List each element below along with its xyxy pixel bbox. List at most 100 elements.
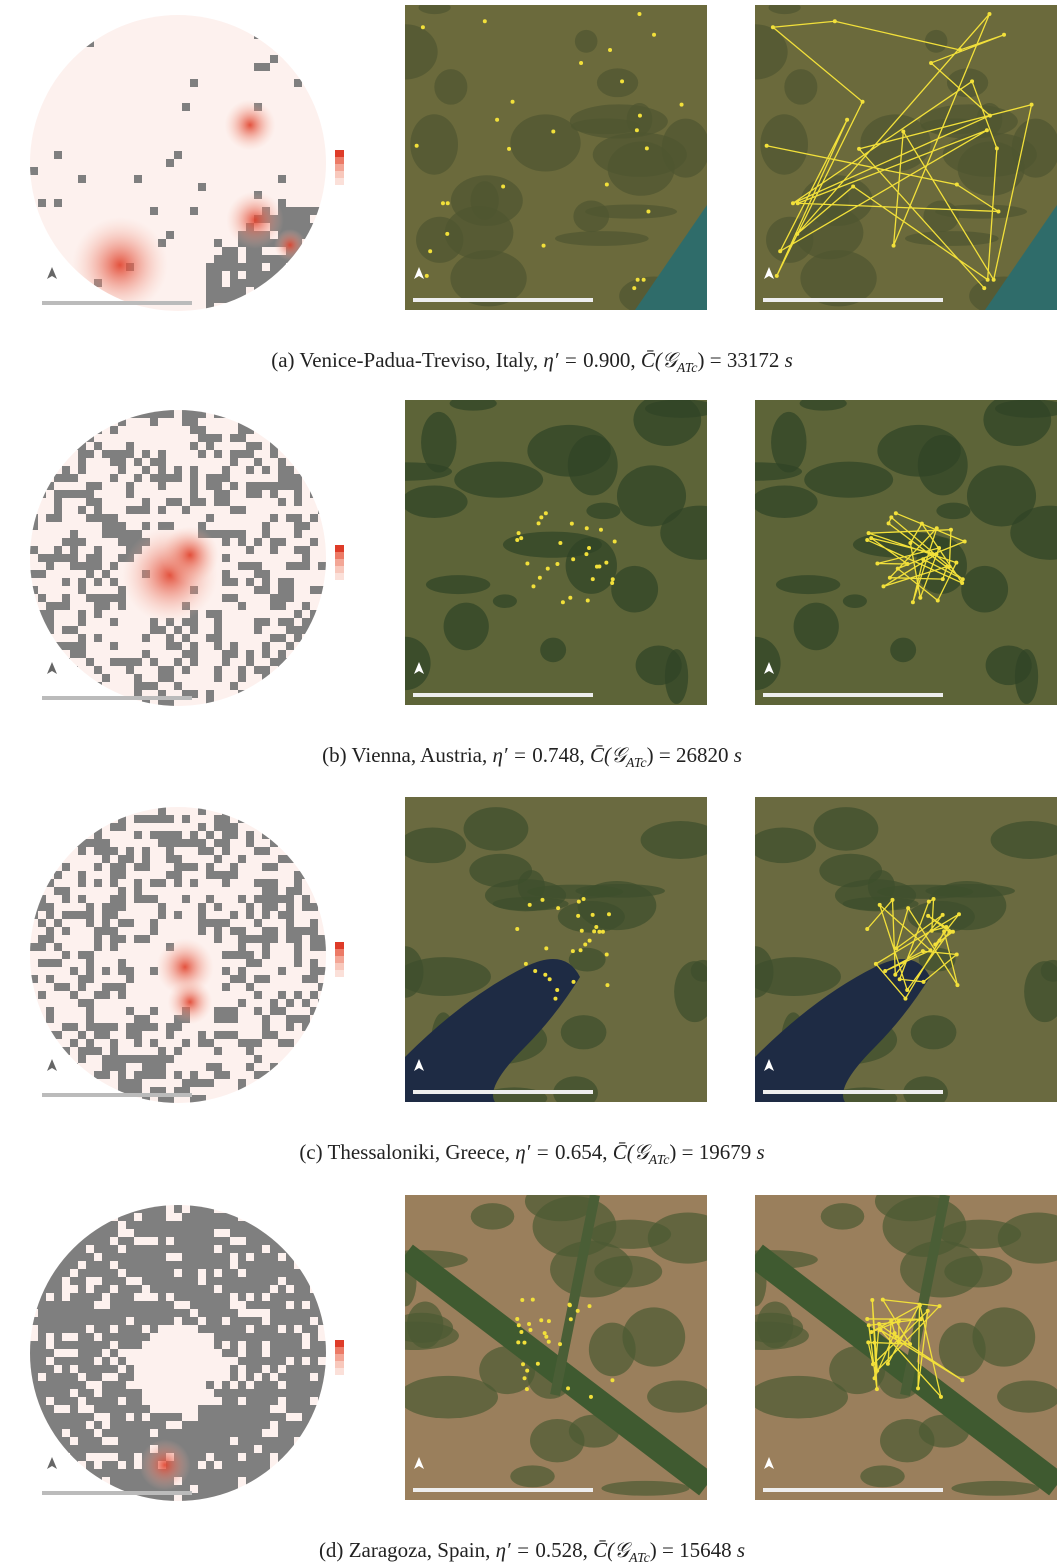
gray-cell — [262, 1325, 270, 1333]
gray-cell — [310, 1205, 318, 1213]
gray-cell — [110, 1293, 118, 1301]
gray-cell — [94, 1309, 102, 1317]
gray-cell — [102, 1341, 110, 1349]
gray-cell — [166, 1301, 174, 1309]
gray-cell — [38, 1469, 46, 1477]
gray-cell — [310, 514, 318, 522]
colorbar-cell — [335, 157, 344, 164]
gray-cell — [318, 682, 326, 690]
gray-cell — [214, 1261, 222, 1269]
gray-cell — [238, 1253, 246, 1261]
gray-cell — [310, 223, 318, 231]
gray-cell — [94, 1437, 102, 1445]
gray-cell — [134, 410, 142, 418]
gray-cell — [38, 1031, 46, 1039]
gray-cell — [294, 650, 302, 658]
gray-cell — [30, 1015, 38, 1023]
gray-cell — [94, 578, 102, 586]
gray-cell — [110, 1221, 118, 1229]
gray-cell — [78, 1071, 86, 1079]
gray-cell — [150, 879, 158, 887]
gray-cell — [94, 498, 102, 506]
gray-cell — [214, 674, 222, 682]
gray-cell — [294, 943, 302, 951]
gray-cell — [70, 831, 78, 839]
gray-cell — [54, 1229, 62, 1237]
gray-cell — [110, 895, 118, 903]
gray-cell — [134, 1015, 142, 1023]
gray-cell — [318, 1341, 326, 1349]
stop-point — [521, 1362, 525, 1366]
gray-cell — [86, 514, 94, 522]
gray-cell — [118, 991, 126, 999]
gray-cell — [270, 1071, 278, 1079]
gray-cell — [270, 514, 278, 522]
terrain-patch — [776, 575, 840, 594]
gray-cell — [78, 1213, 86, 1221]
gray-cell — [70, 967, 78, 975]
gray-cell — [302, 223, 310, 231]
gray-cell — [214, 1301, 222, 1309]
gray-cell — [78, 490, 86, 498]
gray-cell — [62, 674, 70, 682]
gray-cell — [110, 658, 118, 666]
gray-cell — [318, 999, 326, 1007]
gray-cell — [254, 1317, 262, 1325]
gray-cell — [222, 807, 230, 815]
gray-cell — [110, 903, 118, 911]
gray-cell — [222, 1397, 230, 1405]
gray-cell — [110, 1205, 118, 1213]
gray-cell — [174, 1047, 182, 1055]
gray-cell — [70, 1237, 78, 1245]
gray-cell — [254, 847, 262, 855]
gray-cell — [78, 1413, 86, 1421]
gray-cell — [78, 1317, 86, 1325]
gray-cell — [254, 570, 262, 578]
gray-cell — [254, 1245, 262, 1253]
gray-cell — [302, 450, 310, 458]
gray-cell — [230, 863, 238, 871]
gray-cell — [94, 935, 102, 943]
gray-cell — [214, 1469, 222, 1477]
gray-cell — [78, 839, 86, 847]
gray-cell — [142, 1301, 150, 1309]
gray-cell — [102, 1055, 110, 1063]
gray-cell — [158, 1229, 166, 1237]
gray-cell — [214, 610, 222, 618]
gray-cell — [198, 911, 206, 919]
gray-cell — [78, 1341, 86, 1349]
gray-cell — [46, 682, 54, 690]
gray-cell — [310, 1477, 318, 1485]
gray-cell — [102, 839, 110, 847]
gray-cell — [222, 1429, 230, 1437]
caption-cost-close: ) = — [647, 743, 671, 767]
subfigure: (b) Vienna, Austria, η′ = 0.748, C̄(𝒢ATc… — [30, 393, 1064, 771]
gray-cell — [30, 522, 38, 530]
gray-cell — [270, 831, 278, 839]
gray-cell — [222, 1237, 230, 1245]
gray-cell — [278, 855, 286, 863]
gray-cell — [86, 823, 94, 831]
gray-cell — [54, 919, 62, 927]
gray-cell — [190, 1205, 198, 1213]
gray-cell — [206, 919, 214, 927]
gray-cell — [270, 1413, 278, 1421]
gray-cell — [230, 1015, 238, 1023]
caption: (c) Thessaloniki, Greece, η′ = 0.654, C̄… — [299, 1140, 764, 1168]
gray-cell — [150, 474, 158, 482]
gray-cell — [198, 1229, 206, 1237]
gray-cell — [294, 1317, 302, 1325]
gray-cell — [38, 1429, 46, 1437]
gray-cell — [198, 1493, 206, 1501]
gray-cell — [110, 927, 118, 935]
gray-cell — [294, 690, 302, 698]
gray-cell — [150, 1261, 158, 1269]
gray-cell — [318, 1437, 326, 1445]
gray-cell — [38, 1349, 46, 1357]
gray-cell — [94, 1477, 102, 1485]
gray-cell — [142, 650, 150, 658]
gray-cell — [86, 554, 94, 562]
gray-cell — [302, 458, 310, 466]
gray-cell — [190, 1221, 198, 1229]
gray-cell — [222, 554, 230, 562]
